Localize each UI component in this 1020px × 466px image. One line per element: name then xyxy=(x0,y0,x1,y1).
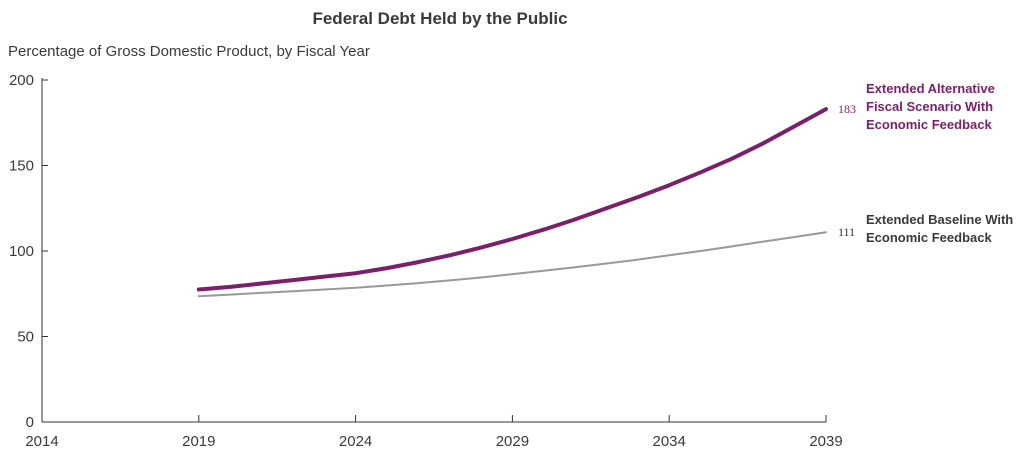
x-tick-label: 2019 xyxy=(182,433,215,450)
series-line xyxy=(197,231,827,298)
chart-subtitle: Percentage of Gross Domestic Product, by… xyxy=(8,43,370,60)
end-value-label: 111 xyxy=(838,225,855,239)
series-labels: 183 Extended Alternative Fiscal Scenario W… xyxy=(838,81,1013,245)
y-tick-label: 100 xyxy=(9,243,34,260)
x-tick-label: 2024 xyxy=(339,433,372,450)
y-tick-label: 50 xyxy=(17,329,34,346)
x-tick-label: 2039 xyxy=(809,433,842,450)
series-name-label: Extended Baseline With xyxy=(866,212,1013,227)
series-name-label: Extended Alternative xyxy=(866,81,995,96)
series-lines xyxy=(196,107,828,298)
y-tick-label: 0 xyxy=(26,414,34,431)
x-tick-label: 2034 xyxy=(653,433,686,450)
end-value-label: 183 xyxy=(838,102,856,116)
y-tick-label: 150 xyxy=(9,158,34,175)
x-tick-label: 2014 xyxy=(25,433,58,450)
chart-title: Federal Debt Held by the Public xyxy=(312,9,567,28)
series-name-label: Economic Feedback xyxy=(866,230,992,245)
series-name-label: Fiscal Scenario With xyxy=(866,99,993,114)
series-name-label: Economic Feedback xyxy=(866,117,992,132)
axes: 0 50 100 150 200 2014 2019 2024 2029 2034 2039 xyxy=(9,72,843,450)
y-tick-label: 200 xyxy=(9,72,34,89)
x-tick-label: 2029 xyxy=(496,433,529,450)
series-line xyxy=(196,107,828,292)
